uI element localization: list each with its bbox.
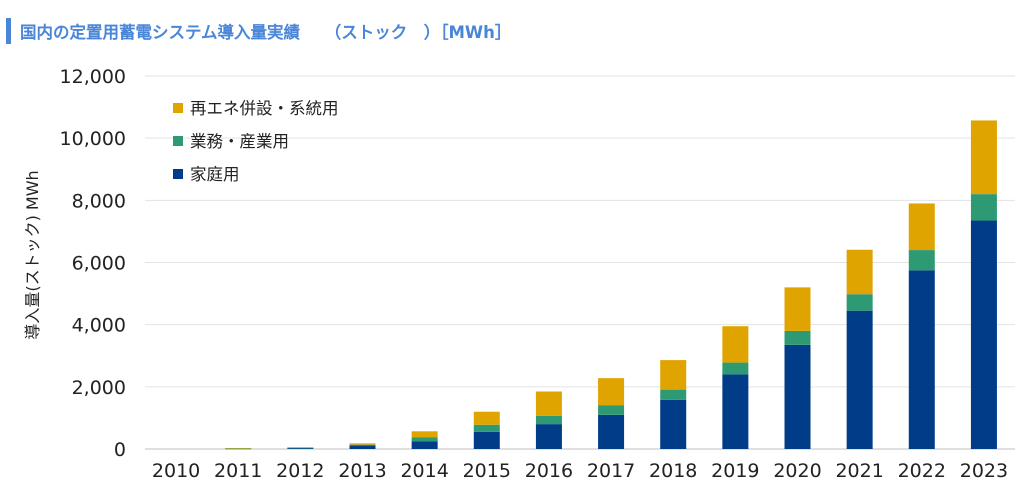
bar-segment-2013-2 (349, 443, 376, 445)
bar-segment-2023-1 (970, 194, 997, 221)
bar-segment-2018-1 (660, 389, 687, 400)
bars (225, 120, 997, 450)
legend-label: 業務・産業用 (190, 132, 289, 151)
title-accent-bar (6, 18, 11, 44)
legend-swatch (173, 136, 183, 146)
bar-segment-2022-0 (908, 270, 935, 449)
bar-segment-2013-1 (349, 444, 376, 446)
bar-segment-2017-2 (598, 378, 625, 406)
bar-segment-2018-2 (660, 360, 687, 390)
bar-segment-2020-2 (784, 287, 811, 331)
bar-segment-2012-2 (287, 447, 314, 448)
y-axis: 0 2,000 4,000 6,000 8,000 10,000 12,000 (60, 66, 126, 461)
x-tick-label: 2011 (214, 460, 262, 482)
bar-segment-2019-0 (722, 374, 749, 449)
y-tick-label: 0 (114, 439, 126, 461)
x-tick-label: 2010 (152, 460, 200, 482)
x-tick-label: 2015 (463, 460, 511, 482)
bar-segment-2023-2 (970, 120, 997, 195)
x-tick-label: 2018 (649, 460, 697, 482)
bar-segment-2014-2 (411, 431, 438, 438)
bar-segment-2018-0 (660, 399, 687, 449)
bar-segment-2014-0 (411, 441, 438, 449)
y-axis-label: 導入量(ストック) MWh (23, 170, 42, 339)
y-tick-label: 12,000 (60, 66, 126, 88)
legend-label: 家庭用 (190, 165, 240, 184)
bar-segment-2015-1 (473, 424, 500, 432)
x-tick-label: 2020 (773, 460, 821, 482)
y-tick-label: 8,000 (72, 190, 126, 212)
x-tick-label: 2022 (898, 460, 946, 482)
bar-segment-2012-1 (287, 447, 314, 449)
bar-segment-2023-0 (970, 220, 997, 449)
chart-title-bar: 国内の定置用蓄電システム導入量実績 （ストック ）［MWh］ (6, 18, 511, 44)
y-tick-label: 10,000 (60, 128, 126, 150)
bar-segment-2016-0 (535, 424, 562, 449)
bar-segment-2022-1 (908, 250, 935, 271)
bar-segment-2011-1 (225, 448, 252, 450)
bar-segment-2017-0 (598, 414, 625, 449)
y-tick-label: 6,000 (72, 253, 126, 275)
bar-segment-2017-1 (598, 405, 625, 415)
legend-label: 再エネ併設・系統用 (190, 99, 339, 118)
bar-segment-2019-1 (722, 362, 749, 375)
bar-segment-2016-2 (535, 391, 562, 416)
bar-segment-2016-1 (535, 415, 562, 425)
bar-segment-2013-0 (349, 445, 376, 449)
bar-segment-2019-2 (722, 326, 749, 363)
bar-segment-2015-2 (473, 411, 500, 425)
x-tick-label: 2021 (835, 460, 883, 482)
x-tick-label: 2016 (525, 460, 573, 482)
chart-title: 国内の定置用蓄電システム導入量実績 （ストック ）［MWh］ (20, 23, 512, 42)
bar-segment-2021-2 (846, 249, 873, 295)
x-tick-label: 2014 (400, 460, 448, 482)
x-tick-label: 2019 (711, 460, 759, 482)
y-tick-label: 2,000 (72, 377, 126, 399)
bar-segment-2011-2 (225, 448, 252, 449)
bar-segment-2020-1 (784, 330, 811, 345)
bar-segment-2012-0 (287, 448, 314, 449)
bar-segment-2020-0 (784, 344, 811, 449)
x-axis: 2010 2011 2012 2013 2014 2015 2016 2017 2018 2019… (152, 460, 1008, 482)
x-tick-label: 2017 (587, 460, 635, 482)
bar-segment-2022-2 (908, 203, 935, 251)
legend-swatch (173, 103, 183, 113)
x-tick-label: 2013 (338, 460, 386, 482)
bar-segment-2021-0 (846, 310, 873, 449)
y-tick-label: 4,000 (72, 315, 126, 337)
legend-swatch (173, 169, 183, 179)
bar-segment-2015-0 (473, 431, 500, 449)
x-tick-label: 2012 (276, 460, 324, 482)
bar-segment-2014-1 (411, 437, 438, 442)
x-tick-label: 2023 (960, 460, 1008, 482)
bar-segment-2021-1 (846, 294, 873, 311)
